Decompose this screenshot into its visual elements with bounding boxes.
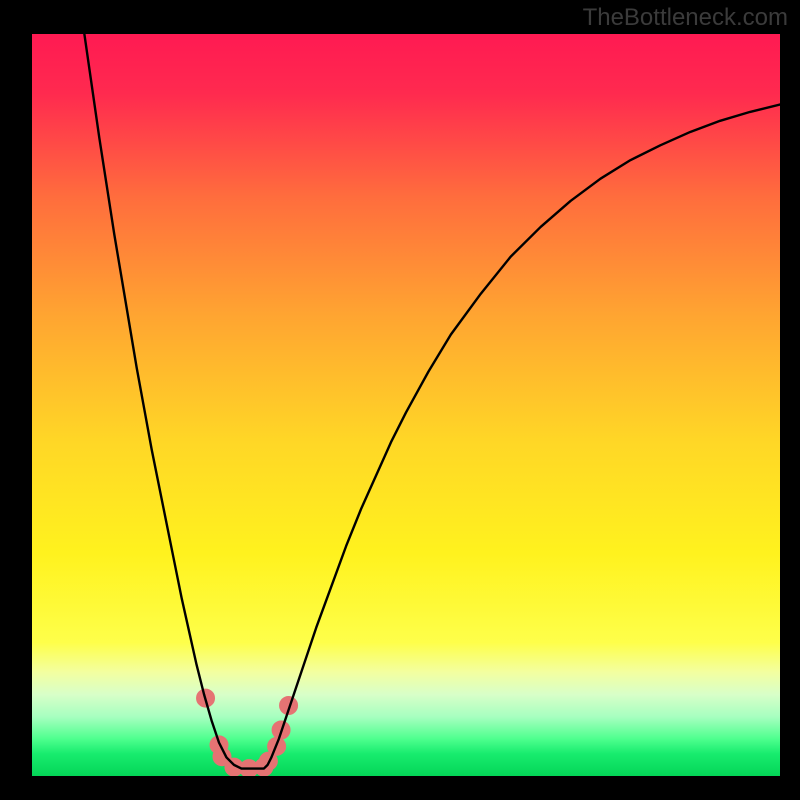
markers-group — [197, 689, 298, 776]
watermark-label: TheBottleneck.com — [583, 4, 788, 32]
chart-svg — [32, 34, 780, 776]
chart-frame — [0, 0, 800, 800]
plot-area — [32, 34, 780, 776]
bottleneck-curve — [84, 34, 780, 769]
